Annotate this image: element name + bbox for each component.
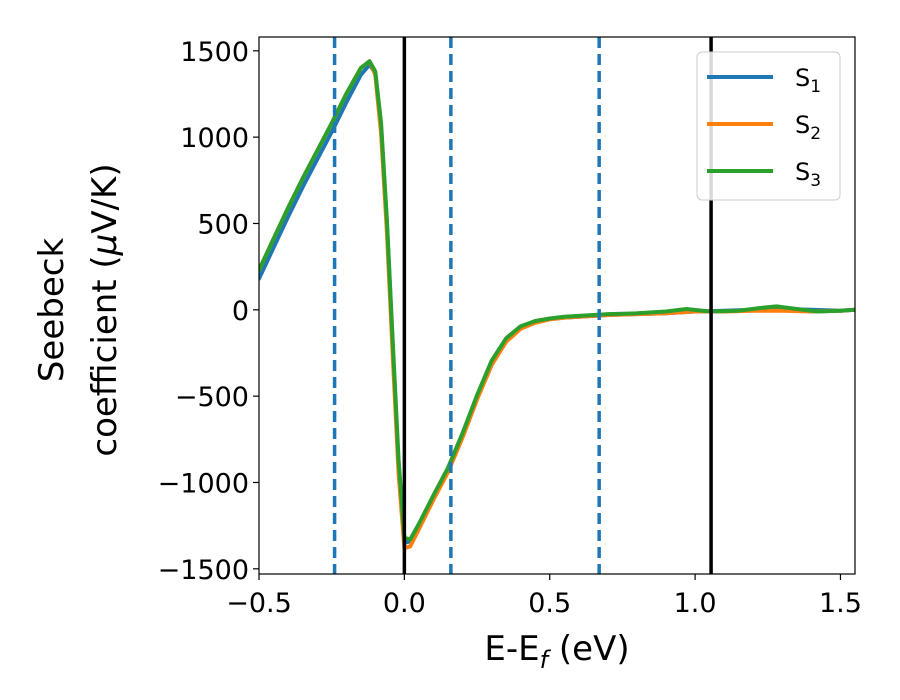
x-axis: −0.5 0.0 0.5 1.0 1.5: [226, 574, 862, 619]
y-axis-label-line1: Seebeck: [32, 238, 72, 383]
x-tick-label: 1.5: [819, 588, 862, 619]
plot-frame: [258, 36, 856, 575]
x-tick-label: 0.5: [528, 588, 571, 619]
y-tick-label: 1500: [180, 37, 249, 68]
y-axis: −1500 −1000 −500 0 500 1000 1500: [158, 37, 259, 586]
series-group: [259, 59, 855, 551]
legend-label-s2: S2: [795, 111, 821, 144]
legend-label-s1: S1: [795, 64, 821, 97]
y-tick-label: 0: [232, 296, 249, 327]
y-axis-label-line2: coefficient (μV/K): [85, 163, 125, 456]
x-tick-label: 1.0: [674, 588, 717, 619]
y-tick-label: −1000: [158, 468, 249, 499]
x-axis-label: E-Ef (eV): [484, 629, 629, 674]
y-axis-label: Seebeck coefficient (μV/K): [32, 163, 125, 456]
legend-label-s3: S3: [795, 158, 821, 191]
y-tick-label: 1000: [180, 123, 249, 154]
legend: S1 S2 S3: [696, 51, 841, 201]
series-line-s3: [259, 59, 855, 542]
x-tick-label: 0.0: [383, 588, 426, 619]
y-axis-label-mu: μ: [85, 234, 125, 257]
x-tick-label: −0.5: [226, 588, 292, 619]
y-tick-label: −500: [175, 382, 249, 413]
plot-area: [259, 37, 855, 574]
y-tick-label: 500: [197, 209, 249, 240]
y-tick-label: −1500: [158, 555, 249, 586]
